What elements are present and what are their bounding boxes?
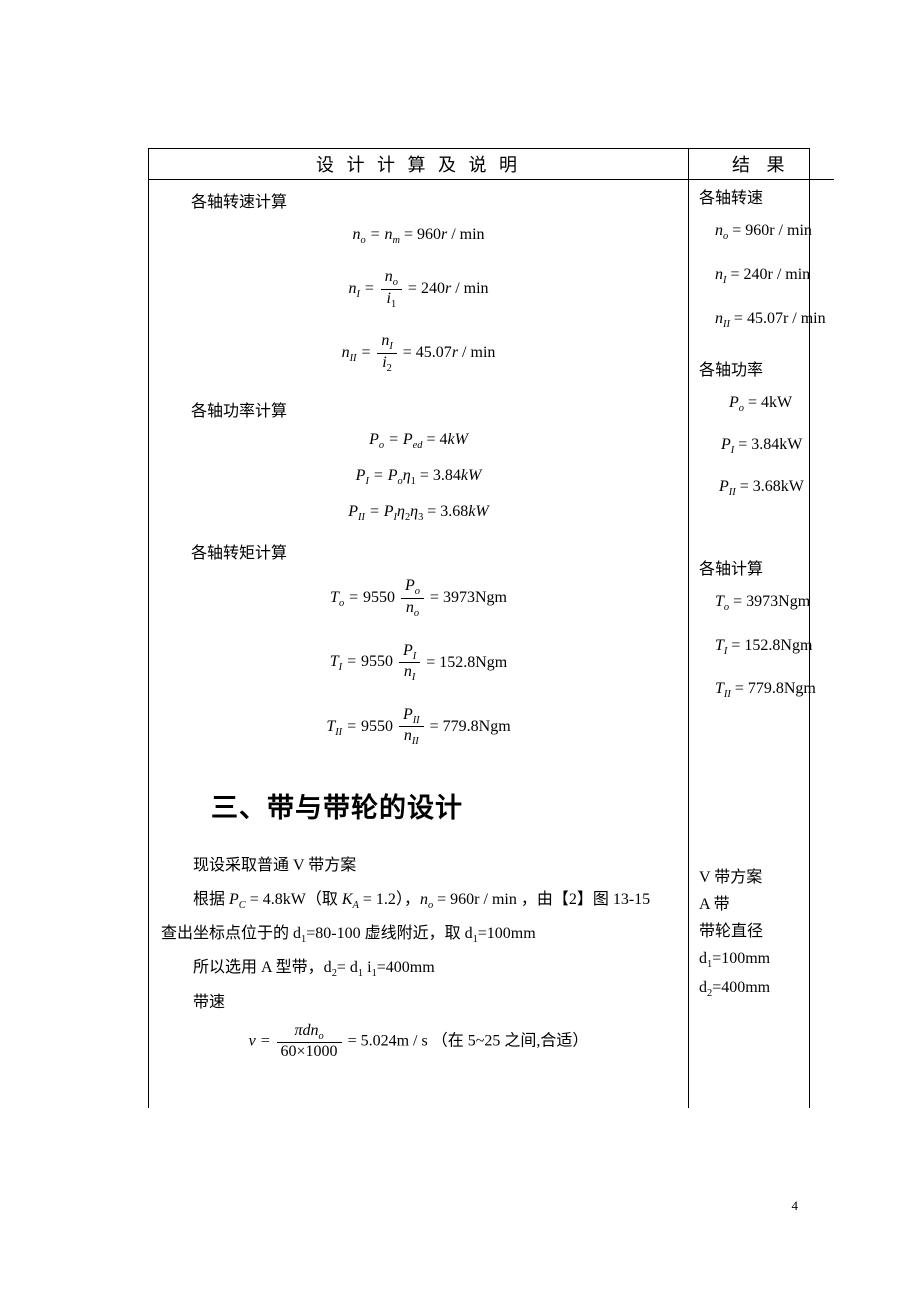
v-den: 60×1000	[281, 1043, 338, 1060]
belt-line5: 带速	[193, 988, 678, 1018]
v-note: （在 5~25 之间,合适）	[432, 1032, 589, 1049]
page: 设 计 计 算 及 说 明 各轴转速计算 no = nm = 960r / mi…	[0, 0, 920, 1108]
res-d1: d1=100mm	[699, 947, 826, 973]
res-TII-val: = 779.8Ngm	[731, 680, 816, 697]
l3c: =100mm	[478, 925, 536, 942]
res-PII-val: = 3.68kW	[736, 478, 804, 495]
To-val: = 3973Ngm	[430, 589, 507, 606]
speed-heading: 各轴转速计算	[159, 188, 678, 212]
res-To: To = 3973Ngm	[699, 590, 826, 616]
res-no: no = 960r / min	[699, 219, 826, 245]
res-d2: d2=400mm	[699, 976, 826, 1002]
belt-line2: 根据 PC = 4.8kW（取 KA = 1.2），no = 960r / mi…	[193, 885, 678, 915]
res-power-h: 各轴功率	[699, 359, 826, 383]
res-nII-val: = 45.07r / min	[730, 310, 826, 327]
page-number: 4	[792, 1198, 799, 1214]
eq-PII: PII = PIη2η3 = 3.68kW	[159, 503, 678, 523]
res-nI: nI = 240r / min	[699, 263, 826, 289]
l2d: ，由【2】图 13-15	[517, 891, 650, 908]
res-TI: TI = 152.8Ngm	[699, 634, 826, 660]
eq-TI: TI = 9550 PInI = 152.8Ngm	[159, 642, 678, 684]
res-PI: PI = 3.84kW	[699, 433, 826, 459]
result-header: 结 果	[689, 149, 834, 180]
eq-PI: PI = Poη1 = 3.84kW	[159, 467, 678, 487]
eq-To: To = 9550 Pono = 3973Ngm	[159, 577, 678, 619]
calc-column: 设 计 计 算 及 说 明 各轴转速计算 no = nm = 960r / mi…	[149, 149, 689, 1108]
res-d2-val: =400mm	[712, 979, 770, 996]
res-TI-val: = 152.8Ngm	[727, 637, 812, 654]
l4d: =400mm	[377, 959, 435, 976]
l2b: （取	[306, 891, 342, 908]
res-TII: TII = 779.8Ngm	[699, 677, 826, 703]
res-dia-h: 带轮直径	[699, 920, 826, 944]
torque-heading: 各轴转矩计算	[159, 539, 678, 563]
calc-body: 各轴转速计算 no = nm = 960r / min nI = noi1 = …	[149, 180, 688, 1083]
res-PI-val: = 3.84kW	[734, 436, 802, 453]
l4b: = d	[337, 959, 358, 976]
belt-line4: 所以选用 A 型带，d2= d1 i1=400mm	[193, 953, 678, 983]
eq-nII: nII = nIi2 = 45.07r / min	[159, 332, 678, 374]
belt-line1: 现设采取普通 V 带方案	[193, 851, 678, 881]
res-Po-val: = 4kW	[744, 394, 792, 411]
res-To-val: = 3973Ngm	[729, 593, 810, 610]
eq-v: v = πdno60×1000 = 5.024m / s （在 5~25 之间,…	[159, 1022, 678, 1061]
section3-title: 三、带与带轮的设计	[211, 786, 678, 825]
res-speed-h: 各轴转速	[699, 187, 826, 211]
res-Po: Po = 4kW	[699, 391, 826, 417]
calc-header: 设 计 计 算 及 说 明	[149, 149, 688, 180]
res-nI-val: = 240r / min	[726, 266, 810, 283]
content-frame: 设 计 计 算 及 说 明 各轴转速计算 no = nm = 960r / mi…	[148, 148, 810, 1108]
l4a: 所以选用 A 型带，d	[193, 959, 332, 976]
power-heading: 各轴功率计算	[159, 397, 678, 421]
Ka-val: = 1.2	[359, 891, 396, 908]
TI-val: = 152.8Ngm	[426, 653, 507, 670]
TII-val: = 779.8Ngm	[430, 718, 511, 735]
l3b: =80-100 虚线附近，取 d	[306, 925, 472, 942]
Pc-val: = 4.8kW	[246, 891, 306, 908]
res-PII: PII = 3.68kW	[699, 475, 826, 501]
res-belt-type: A 带	[699, 893, 826, 917]
no-val: = 960r / min	[433, 891, 517, 908]
l3a: 查出坐标点位于的 d	[161, 925, 301, 942]
res-d1-val: =100mm	[712, 950, 770, 967]
l2c: ），	[396, 891, 420, 908]
res-nII: nII = 45.07r / min	[699, 307, 826, 333]
l4c: i	[363, 959, 371, 976]
l2a: 根据	[193, 891, 229, 908]
res-no-val: = 960r / min	[728, 222, 812, 239]
result-column: 结 果 各轴转速 no = 960r / min nI = 240r / min…	[689, 149, 834, 1108]
res-belt-h: V 带方案	[699, 866, 826, 890]
v-val: = 5.024m / s	[348, 1032, 428, 1049]
eq-nI: nI = noi1 = 240r / min	[159, 268, 678, 310]
belt-line3: 查出坐标点位于的 d1=80-100 虚线附近，取 d1=100mm	[161, 919, 678, 949]
res-torque-h: 各轴计算	[699, 558, 826, 582]
result-body: 各轴转速 no = 960r / min nI = 240r / min nII…	[689, 180, 834, 1004]
eq-no: no = nm = 960r / min	[159, 226, 678, 246]
eq-TII: TII = 9550 PIInII = 779.8Ngm	[159, 706, 678, 748]
eq-Po: Po = Ped = 4kW	[159, 431, 678, 451]
